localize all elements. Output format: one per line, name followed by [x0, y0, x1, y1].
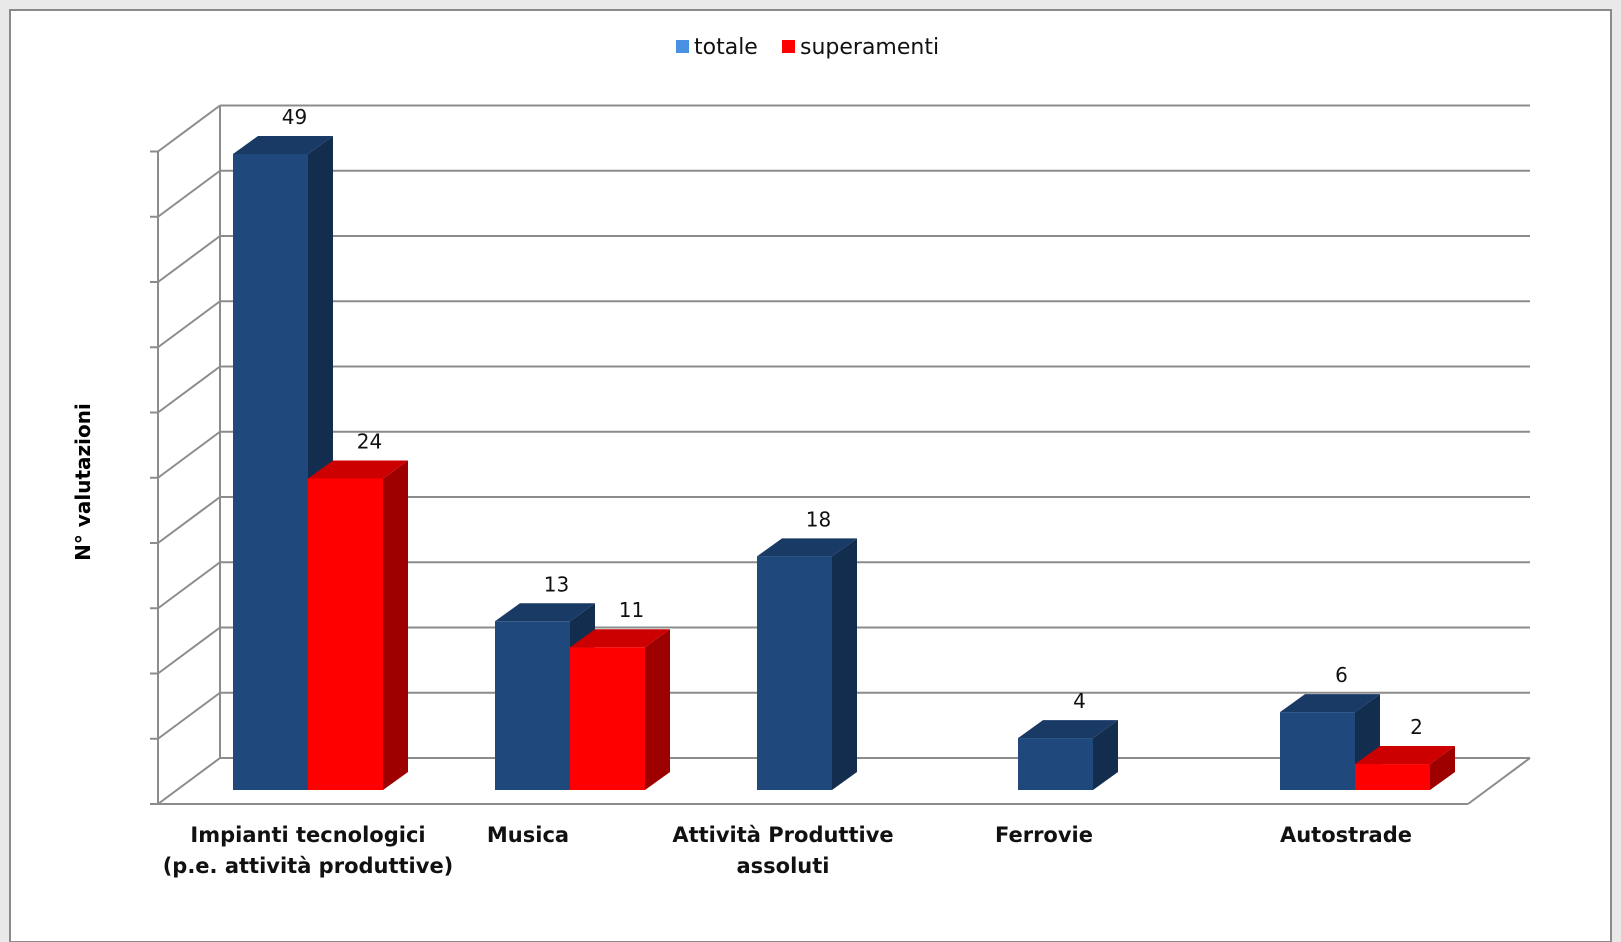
legend-label: totale [694, 35, 758, 60]
category-label: Ferrovie [995, 823, 1093, 847]
bar-top [1355, 746, 1455, 765]
y-axis-title: N° valutazioni [71, 403, 95, 561]
bar-top [495, 603, 595, 622]
bar-top [1280, 694, 1380, 713]
bar-front [1280, 712, 1355, 790]
bar-front [757, 556, 832, 790]
gridline-wall [157, 496, 221, 544]
gridline-wall [157, 691, 221, 740]
legend-swatch [782, 40, 795, 53]
gridline-wall [157, 169, 221, 218]
floor-edge [1467, 757, 1531, 805]
data-label: 4 [1073, 689, 1086, 713]
category-label: Impianti tecnologici (p.e. attività produ… [163, 823, 454, 878]
category-label: Autostrade [1280, 823, 1412, 847]
data-label: 24 [357, 429, 382, 453]
bar-side [383, 460, 408, 790]
gridline-wall [157, 561, 221, 610]
value-labels: 49 24 13 11 18 4 6 2 [282, 105, 1423, 739]
bar-front [570, 647, 645, 790]
bar-top [233, 135, 333, 154]
category-label: Attività Produttive assoluti [672, 823, 893, 878]
gridlines [157, 104, 1530, 805]
category-label-line: Attività Produttive [672, 823, 893, 847]
data-label: 6 [1335, 663, 1348, 687]
bar-side [1093, 720, 1118, 790]
category-label-line: Ferrovie [995, 823, 1093, 847]
data-label: 11 [619, 598, 644, 622]
category-label-line: Musica [487, 823, 569, 847]
gridline-wall [157, 365, 221, 414]
bar-front [233, 153, 308, 791]
data-label: 2 [1410, 715, 1423, 739]
bar-front [1018, 738, 1093, 790]
bar-side [1430, 746, 1455, 790]
bar-front [495, 621, 570, 790]
bar-side [832, 538, 857, 790]
bar-top [570, 629, 670, 648]
bar-totale-2 [757, 538, 857, 790]
legend-swatch [676, 40, 689, 53]
gridline-wall [157, 300, 221, 349]
legend-item-superamenti: superamenti [782, 35, 939, 60]
gridline-wall [157, 235, 221, 283]
bar-top [1018, 720, 1118, 739]
bar-totale-3 [1018, 720, 1118, 790]
bar-front [1355, 764, 1430, 790]
bar-top [308, 460, 408, 479]
category-label-line: assoluti [737, 854, 830, 878]
bar-side [645, 629, 670, 790]
legend-item-totale: totale [676, 35, 758, 60]
category-labels: Impianti tecnologici (p.e. attività produ… [163, 823, 1412, 878]
bar-front [308, 478, 383, 790]
category-label-line: Impianti tecnologici [190, 823, 425, 847]
bar-top [757, 538, 857, 557]
data-label: 13 [544, 572, 569, 596]
category-label: Musica [487, 823, 569, 847]
data-label: 49 [282, 105, 307, 129]
bar-superamenti-0 [308, 460, 408, 790]
bar-superamenti-1 [570, 629, 670, 790]
axes [150, 105, 1531, 805]
gridline-wall [157, 430, 221, 479]
gridline-wall [157, 626, 221, 675]
data-label: 18 [806, 507, 831, 531]
bar-superamenti-4 [1355, 746, 1455, 790]
bars [233, 135, 1455, 791]
legend: totale superamenti [676, 35, 939, 60]
gridline-wall [157, 104, 221, 153]
category-label-line: (p.e. attività produttive) [163, 854, 454, 878]
legend-label: superamenti [800, 35, 939, 60]
category-label-line: Autostrade [1280, 823, 1412, 847]
gridline-wall [157, 757, 221, 805]
